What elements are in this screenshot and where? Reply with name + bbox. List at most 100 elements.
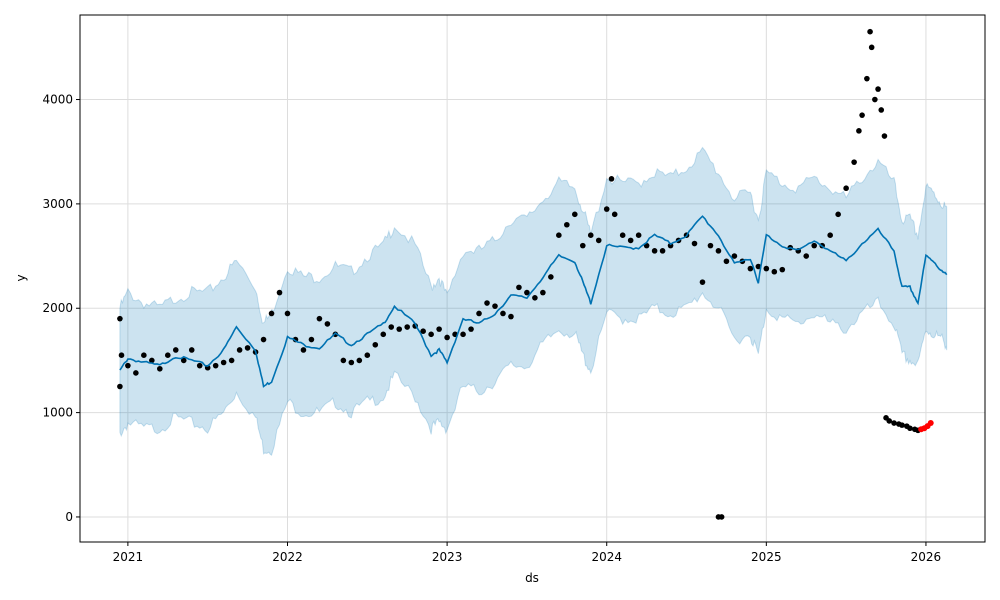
x-tick-label: 2025 (751, 550, 782, 564)
y-axis-label: y (14, 274, 28, 281)
x-tick-label: 2022 (272, 550, 303, 564)
actual-point (603, 206, 610, 212)
actual-point (284, 310, 291, 317)
actual-point (117, 383, 123, 390)
actual-point (731, 253, 738, 259)
actual-point (484, 300, 490, 306)
actual-point (141, 352, 147, 359)
actual-point (595, 237, 602, 244)
actual-point (635, 232, 642, 238)
x-axis-label: ds (525, 571, 539, 585)
actual-point (532, 295, 538, 301)
actual-point (436, 326, 442, 332)
actual-point (763, 265, 770, 272)
actual-point (476, 310, 482, 317)
actual-point (324, 321, 331, 327)
actual-point (157, 365, 163, 372)
actual-point (125, 362, 131, 369)
actual-point (619, 232, 626, 238)
actual-point (364, 352, 371, 359)
x-axis: 2021 2022 2023 2024 2025 2026 (113, 542, 941, 564)
actual-point (755, 263, 762, 270)
actual-point (196, 362, 203, 369)
actual-point (428, 331, 434, 338)
actual-point (268, 310, 275, 317)
x-tick-label: 2023 (432, 550, 463, 564)
actual-point (420, 328, 426, 335)
actual-point (691, 240, 698, 247)
actual-point (867, 28, 873, 35)
actual-point (803, 253, 810, 259)
actual-point (524, 289, 530, 296)
actual-point (548, 274, 554, 280)
y-tick-label: 4000 (42, 93, 73, 107)
actual-point (332, 331, 339, 338)
actual-point (881, 133, 888, 139)
actual-point (779, 266, 786, 273)
actual-point (611, 211, 618, 218)
actual-point (172, 347, 179, 353)
actual-point (508, 313, 514, 320)
actual-point (891, 420, 897, 426)
actual-point (540, 289, 546, 296)
actual-point (627, 237, 634, 244)
actual-point (212, 362, 219, 369)
actual-point (571, 211, 578, 218)
actual-point (579, 242, 586, 249)
actual-point (707, 242, 714, 249)
actual-point (516, 284, 522, 291)
uncertainty-band (119, 146, 948, 456)
actual-point (260, 336, 267, 343)
actual-point (859, 112, 865, 118)
actual-point (907, 425, 913, 432)
actual-point (872, 96, 878, 103)
actual-point (651, 248, 658, 254)
actual-point (180, 357, 187, 364)
actual-point (220, 359, 227, 366)
actual-point (404, 324, 411, 330)
actual-point (771, 268, 778, 275)
actual-point (864, 75, 870, 82)
actual-point (856, 128, 862, 134)
actual-point (380, 331, 387, 338)
actual-point (699, 279, 706, 285)
y-tick-label: 2000 (42, 301, 73, 315)
actual-point (348, 359, 355, 366)
actual-point (715, 248, 722, 254)
recent-point (927, 420, 934, 427)
actual-point (149, 357, 155, 364)
x-tick-label: 2024 (591, 550, 622, 564)
actual-point (608, 176, 615, 182)
actual-point (875, 86, 881, 92)
actual-point (851, 159, 857, 165)
actual-point (492, 303, 498, 309)
actual-point (868, 44, 875, 51)
actual-point (444, 334, 450, 341)
actual-point (556, 232, 562, 238)
actual-point (659, 248, 666, 254)
actual-point (564, 221, 570, 228)
y-axis: 0 1000 2000 3000 4000 (42, 93, 80, 524)
actual-point (118, 352, 125, 359)
actual-point (827, 232, 833, 238)
y-tick-label: 0 (65, 510, 73, 524)
actual-point (500, 310, 506, 317)
actual-points (117, 28, 921, 520)
actual-point (843, 185, 849, 192)
plot-frame (79, 14, 986, 543)
actual-point (388, 324, 395, 330)
actual-point (460, 331, 466, 338)
x-tick-label: 2021 (113, 550, 144, 564)
actual-point (468, 326, 474, 332)
recent-points (918, 420, 934, 433)
actual-point (188, 347, 195, 353)
actual-point (718, 514, 725, 520)
actual-point (236, 347, 243, 353)
actual-point (899, 422, 905, 428)
actual-point (372, 341, 379, 348)
actual-point (117, 315, 123, 322)
actual-point (811, 242, 818, 249)
grid (80, 15, 985, 542)
actual-point (300, 347, 307, 353)
